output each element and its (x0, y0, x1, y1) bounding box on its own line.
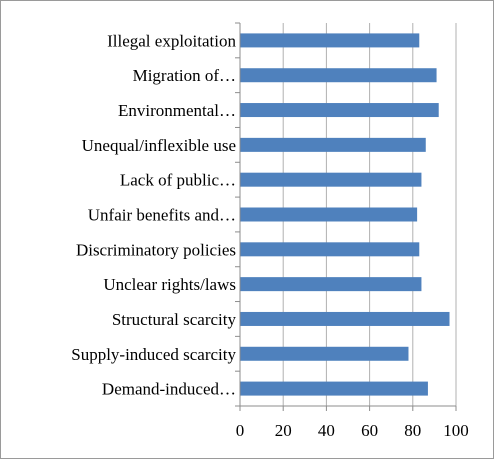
bar (240, 172, 422, 187)
bar (240, 33, 420, 48)
category-labels: Illegal exploitation Migration of… Environ… (71, 31, 236, 398)
x-tick-label: 100 (443, 421, 469, 440)
category-label: Migration of… (133, 66, 236, 85)
category-label: Environmental… (118, 101, 236, 120)
category-label: Lack of public… (120, 171, 236, 190)
axes (235, 22, 457, 411)
category-label: Discriminatory policies (76, 240, 236, 259)
bar (240, 381, 428, 396)
bar (240, 242, 420, 257)
bar (240, 103, 439, 118)
x-tick-label: 60 (361, 421, 378, 440)
category-label: Structural scarcity (112, 310, 237, 329)
bar (240, 207, 418, 222)
bar (240, 277, 422, 292)
bar (240, 311, 450, 326)
category-label: Unfair benefits and… (88, 206, 236, 225)
bar (240, 68, 437, 83)
bar (240, 346, 409, 361)
category-label: Unequal/inflexible use (82, 136, 236, 155)
bars (240, 33, 450, 396)
x-tick-labels: 0 20 40 60 80 100 (236, 421, 469, 440)
category-label: Demand-induced… (102, 380, 236, 399)
x-tick-label: 0 (236, 421, 245, 440)
x-tick-label: 80 (404, 421, 421, 440)
x-tick-label: 20 (275, 421, 292, 440)
bar (240, 137, 426, 152)
category-label: Unclear rights/laws (103, 275, 236, 294)
category-label: Supply-induced scarcity (71, 345, 236, 364)
x-tick-label: 40 (318, 421, 335, 440)
category-label: Illegal exploitation (107, 31, 236, 50)
